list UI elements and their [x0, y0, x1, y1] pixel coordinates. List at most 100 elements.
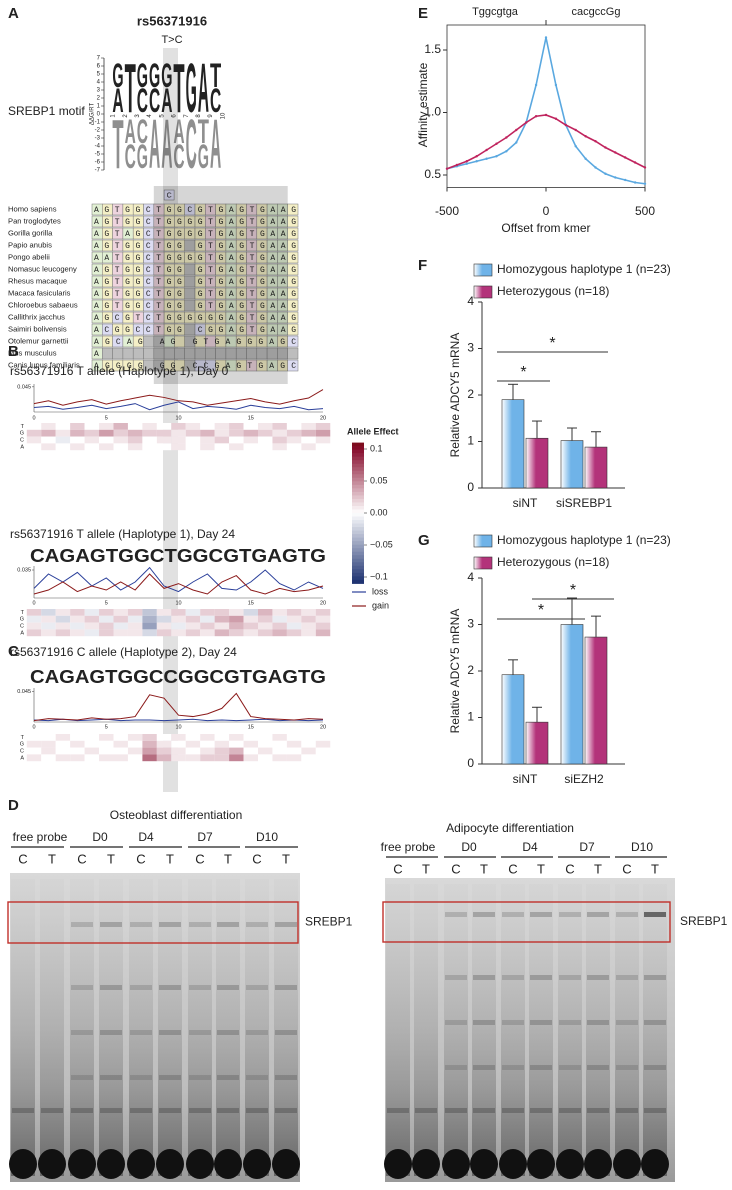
srebp1-box [382, 901, 671, 943]
logo-letter: G [137, 138, 148, 176]
heatmap-cell [70, 747, 85, 755]
gel-band [217, 1108, 239, 1113]
heatmap-cell [200, 443, 215, 451]
gel-band [445, 1020, 467, 1025]
logo-letter: C [125, 138, 136, 176]
gel-band [275, 1075, 297, 1080]
x-tick-label: -500 [435, 204, 459, 218]
heatmap-cell [258, 622, 273, 630]
plot-frame [446, 24, 646, 188]
track-xtick-label: 10 [175, 724, 181, 730]
affinity-point [485, 148, 488, 152]
effect-line [33, 389, 324, 406]
colorbar-step [352, 555, 364, 560]
heatmap-cell [272, 429, 287, 437]
logo-column: CG [154, 54, 156, 56]
heatmap-cell [84, 754, 100, 762]
affinity-point [495, 142, 498, 145]
bar [501, 399, 525, 489]
colorbar-step [352, 498, 364, 503]
affinity-point [495, 155, 498, 158]
alignment-cell [287, 215, 299, 228]
gel-band [502, 1108, 524, 1113]
gel-lane [70, 879, 94, 1176]
colorbar-step [352, 579, 364, 584]
heatmap-cell [243, 436, 258, 444]
heatmap-cell [26, 443, 42, 451]
heatmap-cell [70, 615, 85, 623]
heatmap-cell [185, 754, 201, 762]
heatmap-cell [41, 436, 56, 444]
heatmap-cell [26, 740, 42, 748]
allele-label: T [282, 851, 290, 866]
heatmap-cell [84, 734, 100, 741]
heatmap-cell [229, 436, 244, 444]
track-xtick-label: 10 [175, 415, 181, 421]
heatmap-cell [156, 629, 172, 637]
heatmap-cell [214, 436, 230, 444]
heatmap-cell [286, 609, 302, 616]
track-xtick-label: 15 [248, 415, 254, 421]
heatmap-cell [214, 615, 230, 623]
species-name: Pongo abelii [8, 253, 50, 262]
affinity-point [574, 145, 577, 148]
panel-label: A [8, 5, 19, 22]
heatmap-cell [171, 747, 186, 755]
heatmap-cell [55, 747, 71, 755]
heatmap-cell [214, 622, 230, 630]
heatmap-cell [171, 443, 186, 451]
free-probe-blob [470, 1149, 498, 1179]
track-ytick-label: 0.045 [17, 689, 31, 695]
logo-letter: A [161, 105, 172, 183]
y-axis-label: Relative ADCY5 mRNA [448, 333, 462, 458]
affinity-point [604, 146, 607, 149]
colorbar-step [352, 484, 364, 489]
gel-lane [40, 879, 64, 1176]
heatmap-cell [258, 429, 273, 437]
gel-band [275, 1108, 297, 1113]
heatmap-cell [214, 609, 230, 616]
heatmap-cell [315, 423, 331, 430]
heatmap-cell [127, 609, 143, 616]
heatmap-cell [26, 423, 42, 430]
heatmap-cell [315, 609, 331, 616]
gel-band [415, 1108, 437, 1113]
logo-xtick-label: 10 [220, 112, 226, 119]
heatmap-cell [272, 615, 287, 623]
track-xtick-label: 20 [320, 415, 326, 421]
gel-band [502, 912, 524, 917]
logo-column: CT [215, 54, 217, 56]
heatmap-cell [286, 622, 302, 630]
gel-lane [615, 884, 639, 1176]
heatmap-cell [185, 734, 201, 741]
logo-letter: C [137, 82, 148, 120]
heatmap-cell [243, 609, 258, 616]
heatmap-cell [301, 436, 316, 444]
heatmap-cell [127, 429, 143, 437]
lane-group-label: D7 [579, 840, 595, 854]
heatmap-cell [142, 622, 157, 630]
heatmap-cell [156, 436, 172, 444]
logo-tick-label: 0 [97, 112, 101, 118]
heatmap-cell [142, 443, 157, 451]
gel-band [100, 1030, 122, 1035]
logo-letter: C [137, 113, 148, 151]
gel-band [473, 975, 495, 980]
colorbar-step [352, 565, 364, 570]
logo-tick-label: 5 [97, 72, 101, 78]
heatmap-cell [301, 443, 316, 451]
colorbar-step [352, 537, 364, 542]
free-probe-blob [556, 1149, 584, 1179]
species-name: Gorilla gorilla [8, 229, 53, 238]
heatmap-cell [127, 754, 143, 762]
gel-band [100, 1075, 122, 1080]
gel-band [559, 1020, 581, 1025]
colorbar-step [352, 541, 364, 546]
heatmap-cell [113, 622, 128, 630]
heatmap-cell [41, 443, 56, 451]
heatmap-cell [185, 629, 201, 637]
heatmap-row-label: A [20, 630, 24, 636]
allele-label: T [224, 851, 232, 866]
heatmap-cell [301, 615, 316, 623]
free-probe-blob [272, 1149, 300, 1179]
